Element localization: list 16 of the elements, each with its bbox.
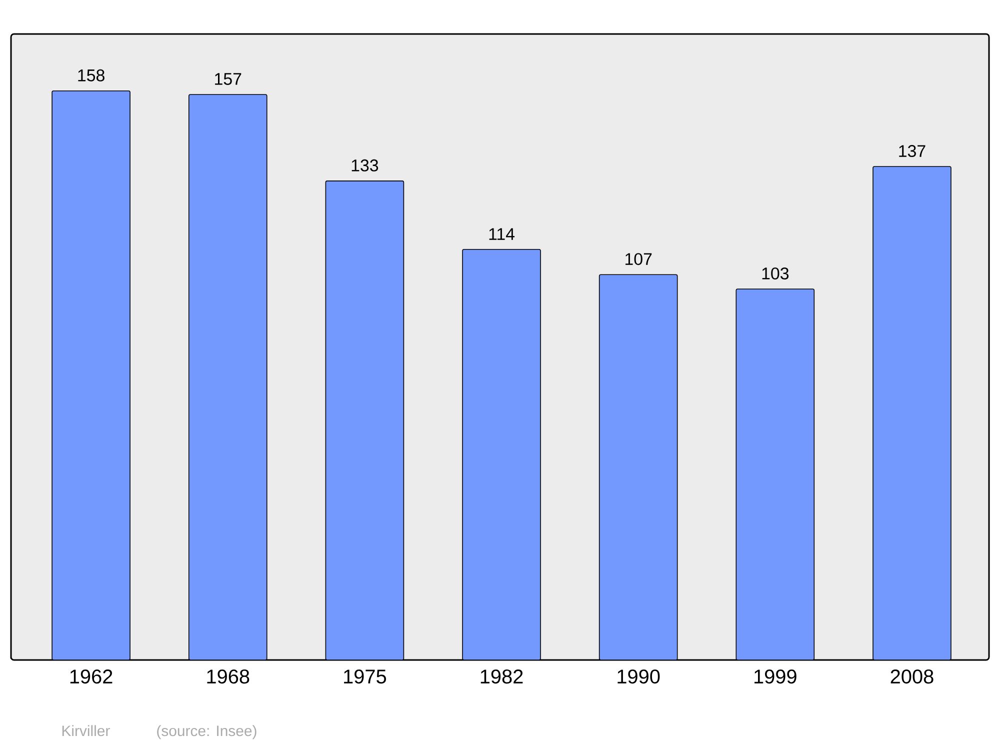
- data-label: 114: [489, 228, 515, 240]
- x-tick-label: 1982: [480, 670, 523, 684]
- x-tick-label: 1990: [618, 670, 660, 684]
- data-label: 103: [762, 267, 789, 280]
- x-tick-label: 1968: [207, 670, 250, 684]
- data-label: 137: [899, 145, 926, 158]
- data-label: 107: [626, 253, 652, 266]
- data-label: 133: [352, 159, 378, 172]
- text: (source: Insee): [157, 725, 256, 740]
- x-tick-label: 2008: [890, 670, 934, 684]
- x-tick-label: 1962: [70, 670, 112, 684]
- data-label: 158: [78, 69, 104, 82]
- x-tick-label: 1999: [754, 670, 796, 684]
- data-label: 157: [215, 73, 242, 85]
- x-tick-label: 1975: [344, 670, 386, 684]
- text: Kirviller: [62, 725, 110, 736]
